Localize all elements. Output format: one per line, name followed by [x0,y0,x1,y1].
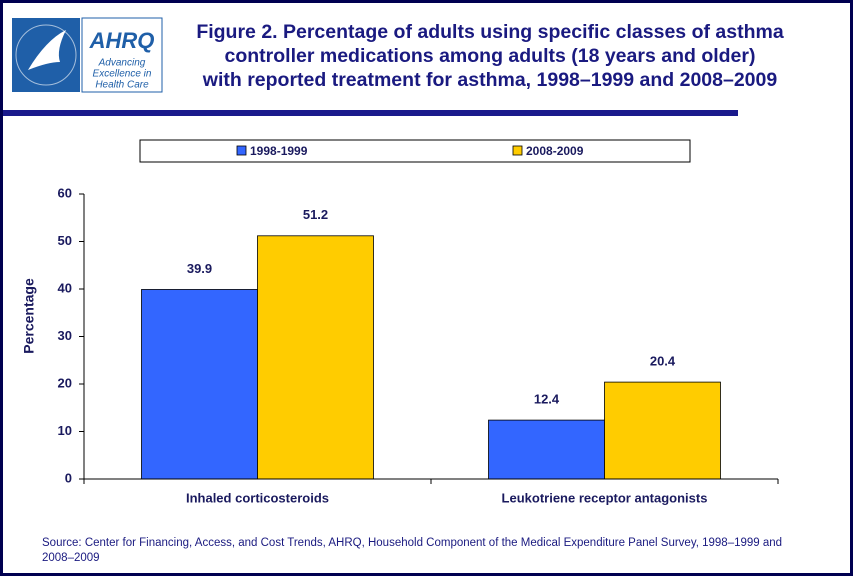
bar [604,381,721,480]
chart-title: with reported treatment for asthma, 1998… [202,69,778,91]
x-tick-label: Inhaled corticosteroids [186,490,329,505]
ahrq-tagline: Excellence in [93,69,152,80]
y-tick-label: 20 [58,375,72,390]
ahrq-tagline: Health Care [95,80,149,91]
legend [139,139,691,163]
y-tick-label: 60 [58,185,72,200]
y-tick-label: 50 [58,233,72,248]
source-note: Source: Center for Financing, Access, an… [42,537,782,549]
legend-swatch [512,145,523,156]
y-axis-title: Percentage [21,278,37,354]
logo: AHRQ Advancing Excellence in Health Care [12,17,163,93]
ahrq-tagline: Advancing [98,58,146,69]
value-label: 39.9 [187,261,212,276]
x-tick-label: Leukotriene receptor antagonists [502,490,708,505]
chart-title: controller medications among adults (18 … [225,45,756,67]
seal-eagle [28,30,66,70]
value-label: 12.4 [534,392,560,407]
y-tick-label: 30 [58,328,72,343]
bar [257,235,374,480]
legend-label: 2008-2009 [526,144,584,158]
value-label: 20.4 [650,354,676,369]
legend-label: 1998-1999 [250,144,308,158]
legend-swatch [236,145,247,156]
source-note: 2008–2009 [42,552,100,564]
y-tick-label: 10 [58,423,72,438]
bar [488,419,605,480]
chart-title: Figure 2. Percentage of adults using spe… [196,21,784,43]
y-tick-label: 40 [58,280,72,295]
header-rule [3,110,738,116]
y-tick-label: 0 [65,470,72,485]
value-label: 51.2 [303,207,328,222]
ahrq-name: AHRQ [89,28,155,53]
bar [141,289,258,480]
ahrq-box [81,17,163,93]
seal-ring [15,24,77,86]
